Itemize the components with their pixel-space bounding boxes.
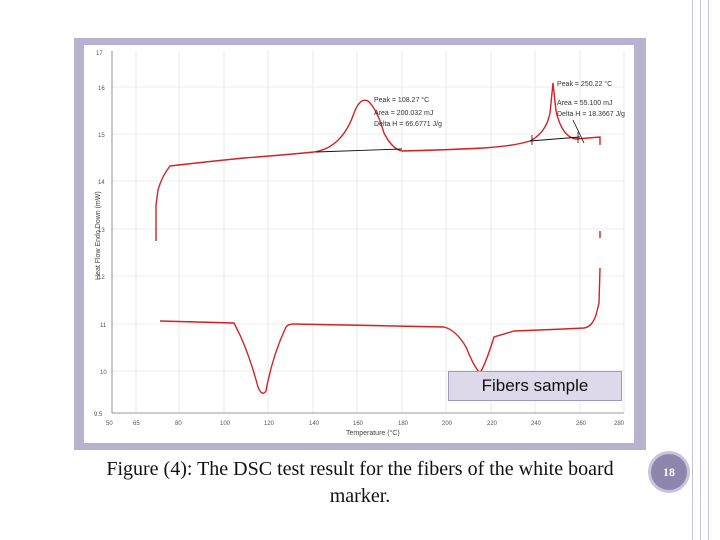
x-tick-labels: 50 65 80 100 120 140 160 180 200 220 240…: [106, 421, 625, 427]
svg-text:260: 260: [576, 421, 587, 427]
baseline-peak1: [315, 148, 403, 153]
y-tick-labels: 17 16 15 14 13 12 11 10 9.5: [94, 51, 107, 418]
peak2-line1: Peak = 250.22 °C: [557, 80, 612, 88]
grid-lines: [112, 51, 625, 413]
svg-text:13: 13: [98, 228, 105, 234]
svg-text:11: 11: [100, 323, 107, 329]
slide-edge-line-1: [692, 0, 693, 540]
svg-text:65: 65: [133, 421, 140, 427]
svg-text:160: 160: [353, 421, 364, 427]
cooling-curve: [159, 267, 601, 394]
svg-text:15: 15: [98, 133, 105, 139]
svg-text:14: 14: [98, 180, 105, 186]
peak2-annotation: Peak = 250.22 °C Area = 55.100 mJ Delta …: [557, 80, 625, 144]
svg-text:17: 17: [96, 51, 103, 57]
svg-text:200: 200: [442, 421, 453, 427]
slide-edge-line-2: [700, 0, 701, 540]
heating-curve: [155, 82, 601, 241]
svg-text:220: 220: [487, 421, 498, 427]
peak1-line1: Peak = 108.27 °C: [374, 96, 429, 104]
figure-caption: Figure (4): The DSC test result for the …: [106, 458, 614, 507]
slide-edge-line-3: [708, 0, 709, 540]
svg-text:80: 80: [175, 421, 182, 427]
peak1-line3: Delta H = 66.6771 J/g: [374, 121, 442, 128]
svg-text:16: 16: [98, 86, 105, 92]
y-axis-title: Heat Flow Endo Down (mW): [95, 191, 102, 280]
svg-text:240: 240: [531, 421, 542, 427]
svg-text:12: 12: [98, 275, 105, 281]
peak2-line3: Delta H = 18.3667 J/g: [557, 111, 625, 118]
svg-text:100: 100: [220, 421, 231, 427]
peak2-line2: Area = 55.100 mJ: [557, 100, 612, 107]
svg-text:120: 120: [264, 421, 275, 427]
x-axis-title: Temperature (°C): [346, 429, 400, 437]
fibers-sample-label: Fibers sample: [448, 371, 622, 401]
baseline-peak2: [529, 136, 581, 142]
svg-text:50: 50: [106, 421, 113, 427]
peak1-annotation: Peak = 108.27 °C Area = 200.032 mJ Delta…: [374, 96, 442, 128]
svg-text:10: 10: [100, 370, 107, 376]
svg-text:180: 180: [398, 421, 409, 427]
dsc-plot-svg: 17 16 15 14 13 12 11 10 9.5 50 65 80 100…: [94, 51, 625, 437]
page-number-badge: 18: [648, 451, 690, 493]
svg-text:9.5: 9.5: [94, 412, 103, 418]
peak1-line2: Area = 200.032 mJ: [374, 110, 433, 117]
svg-text:280: 280: [614, 421, 625, 427]
svg-text:140: 140: [309, 421, 320, 427]
